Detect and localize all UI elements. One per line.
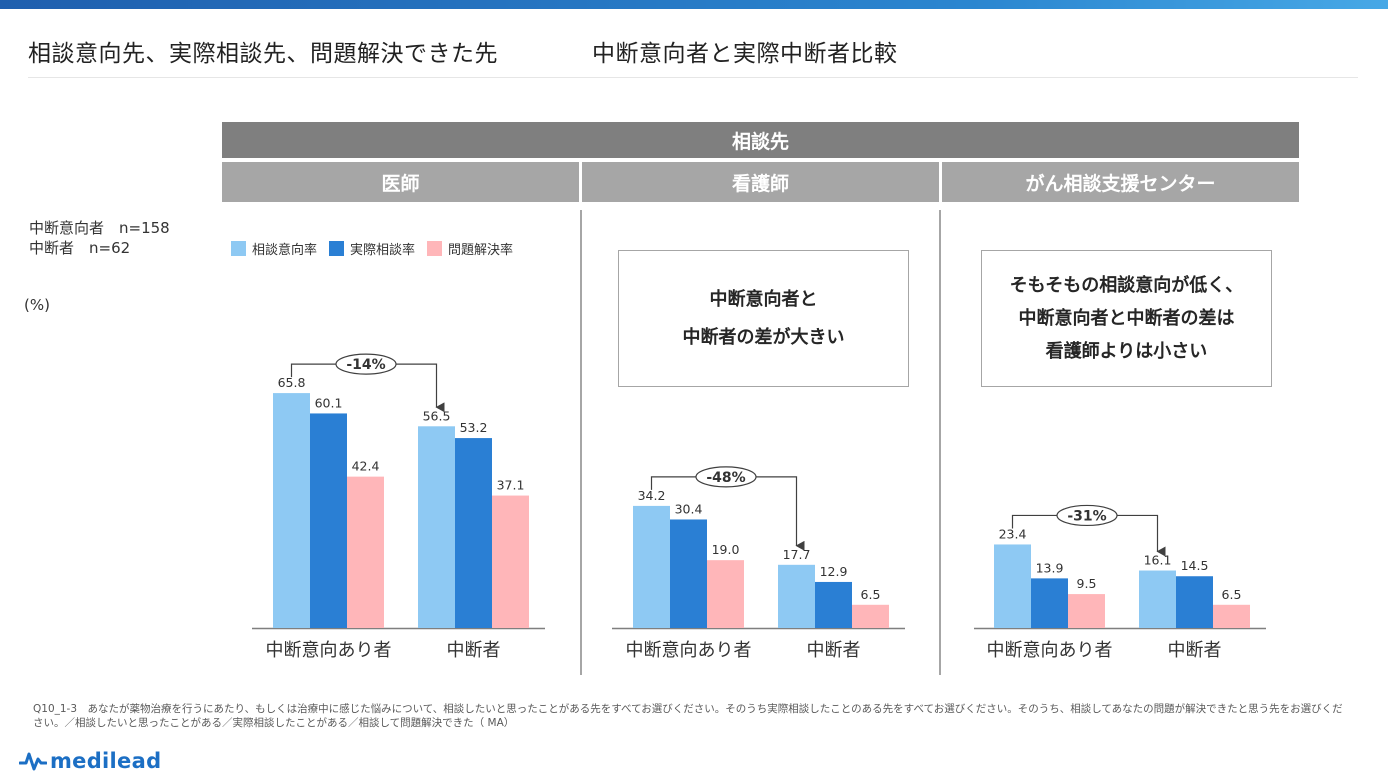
bar-value-label: 6.5 [861, 587, 881, 602]
bar [1213, 604, 1250, 628]
legend-swatch [231, 241, 246, 256]
header-consultation-target: 相談先 [222, 122, 1299, 158]
bar-value-label: 53.2 [460, 420, 488, 435]
sample-size-intent: 中断意向者 n=158 [29, 219, 170, 237]
bar-value-label: 23.4 [999, 526, 1027, 541]
page-subtitle: 中断意向者と実際中断者比較 [592, 41, 898, 67]
question-footnote: Q10_1-3 あなたが薬物治療を行うにあたり、もしくは治療中に感じた悩みについ… [33, 703, 1343, 729]
bar [1176, 576, 1213, 628]
callout-text: 中断意向者と [709, 288, 818, 310]
legend-item: 相談意向率 [231, 239, 317, 258]
bar [1068, 594, 1105, 628]
legend-label: 相談意向率 [252, 243, 318, 258]
bar [310, 413, 347, 628]
bar [347, 476, 384, 628]
bar-value-label: 60.1 [315, 395, 343, 410]
callout-text: そもそもの相談意向が低く、 [1009, 275, 1244, 296]
bar-value-label: 56.5 [423, 408, 451, 423]
bar-value-label: 42.4 [352, 459, 380, 474]
title-divider [28, 77, 1358, 78]
bar [418, 426, 455, 628]
callout-text: 中断意向者と中断者の差は [1018, 308, 1235, 329]
bar-value-label: 9.5 [1077, 576, 1097, 591]
difference-label: -31% [1067, 508, 1106, 524]
panel-divider [580, 210, 582, 675]
bar [778, 564, 815, 628]
difference-badge [1056, 504, 1118, 527]
logo-text: medilead [50, 749, 162, 773]
difference-badge [695, 466, 757, 488]
header-group-support-center: がん相談支援センター [942, 162, 1299, 202]
legend-item: 問題解決率 [427, 239, 513, 258]
top-accent-bar [0, 0, 1388, 9]
bar-value-label: 37.1 [497, 478, 525, 493]
legend-swatch [427, 241, 443, 256]
category-label: 中断意向あり者 [987, 640, 1113, 661]
sample-size-discontinued: 中断者 n=62 [29, 239, 131, 257]
bar [1031, 578, 1068, 628]
bar [455, 438, 492, 628]
difference-label: -14% [346, 357, 385, 373]
legend-label: 実際相談率 [350, 243, 416, 258]
category-label: 中断者 [1168, 640, 1222, 661]
callout-text: 中断者の差が大きい [682, 326, 845, 348]
difference-label: -48% [706, 470, 745, 486]
category-label: 中断者 [447, 640, 501, 661]
bar-value-label: 19.0 [712, 542, 740, 557]
bar [633, 505, 670, 628]
category-label: 中断者 [807, 640, 861, 661]
callout-support-center: そもそもの相談意向が低く、 中断意向者と中断者の差は 看護師よりは小さい [981, 250, 1272, 387]
bar [707, 560, 744, 628]
header-group-doctor: 医師 [222, 162, 579, 202]
bar-value-label: 6.5 [1222, 587, 1242, 602]
bar-value-label: 30.4 [675, 501, 703, 516]
chart-legend: 相談意向率 実際相談率 問題解決率 [231, 239, 525, 258]
panel-divider [939, 210, 941, 675]
bar-value-label: 16.1 [1144, 553, 1172, 568]
bar-value-label: 13.9 [1036, 560, 1064, 575]
unit-label: (%) [24, 296, 50, 314]
difference-badge [335, 353, 397, 375]
page-title: 相談意向先、実際相談先、問題解決できた先 [28, 41, 498, 67]
bar [670, 519, 707, 628]
callout-text: 看護師よりは小さい [1045, 341, 1208, 362]
bar [492, 495, 529, 628]
legend-swatch [329, 241, 345, 256]
header-group-nurse: 看護師 [582, 162, 939, 202]
category-label: 中断意向あり者 [266, 640, 392, 661]
legend-label: 問題解決率 [448, 243, 514, 258]
pulse-logo-icon [19, 752, 47, 771]
bar [852, 604, 889, 628]
bar-value-label: 65.8 [278, 375, 306, 390]
bar-value-label: 12.9 [820, 564, 848, 579]
bar [273, 393, 310, 628]
bar-value-label: 14.5 [1181, 558, 1209, 573]
medilead-logo: medilead [19, 749, 161, 773]
callout-nurse: 中断意向者と 中断者の差が大きい [618, 250, 909, 387]
bar [1139, 570, 1176, 628]
bar [815, 581, 852, 628]
bar-value-label: 34.2 [638, 488, 666, 503]
bar-value-label: 17.7 [783, 547, 811, 562]
legend-item: 実際相談率 [329, 239, 415, 258]
category-label: 中断意向あり者 [626, 640, 752, 661]
bar [994, 544, 1031, 628]
